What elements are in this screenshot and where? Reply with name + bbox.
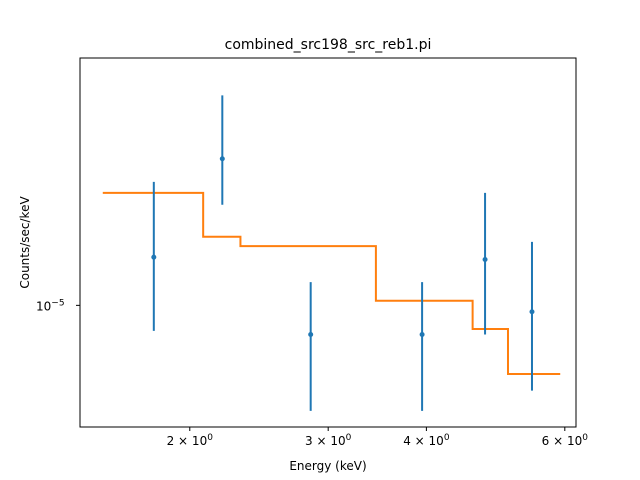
data-point (308, 332, 314, 338)
model-series (102, 191, 561, 376)
x-tick-label: 3 × 100 (305, 433, 352, 448)
data-point (219, 156, 225, 162)
x-tick-label: 2 × 100 (167, 433, 214, 448)
data-point (529, 309, 535, 315)
x-tick-label: 6 × 100 (542, 433, 589, 448)
axis-ticks: 2 × 100 3 × 100 4 × 100 6 × 100 10−5 (36, 298, 588, 448)
data-point (151, 254, 157, 260)
data-point (419, 332, 425, 338)
data-point (482, 257, 488, 263)
data-series (151, 95, 535, 411)
x-axis-label: Energy (keV) (289, 459, 366, 473)
x-tick-label: 4 × 100 (403, 433, 450, 448)
model-step-line (102, 191, 561, 376)
y-axis-label: Counts/sec/keV (18, 196, 32, 289)
chart-title: combined_src198_src_reb1.pi (225, 37, 432, 53)
y-tick-label: 10−5 (36, 298, 65, 313)
